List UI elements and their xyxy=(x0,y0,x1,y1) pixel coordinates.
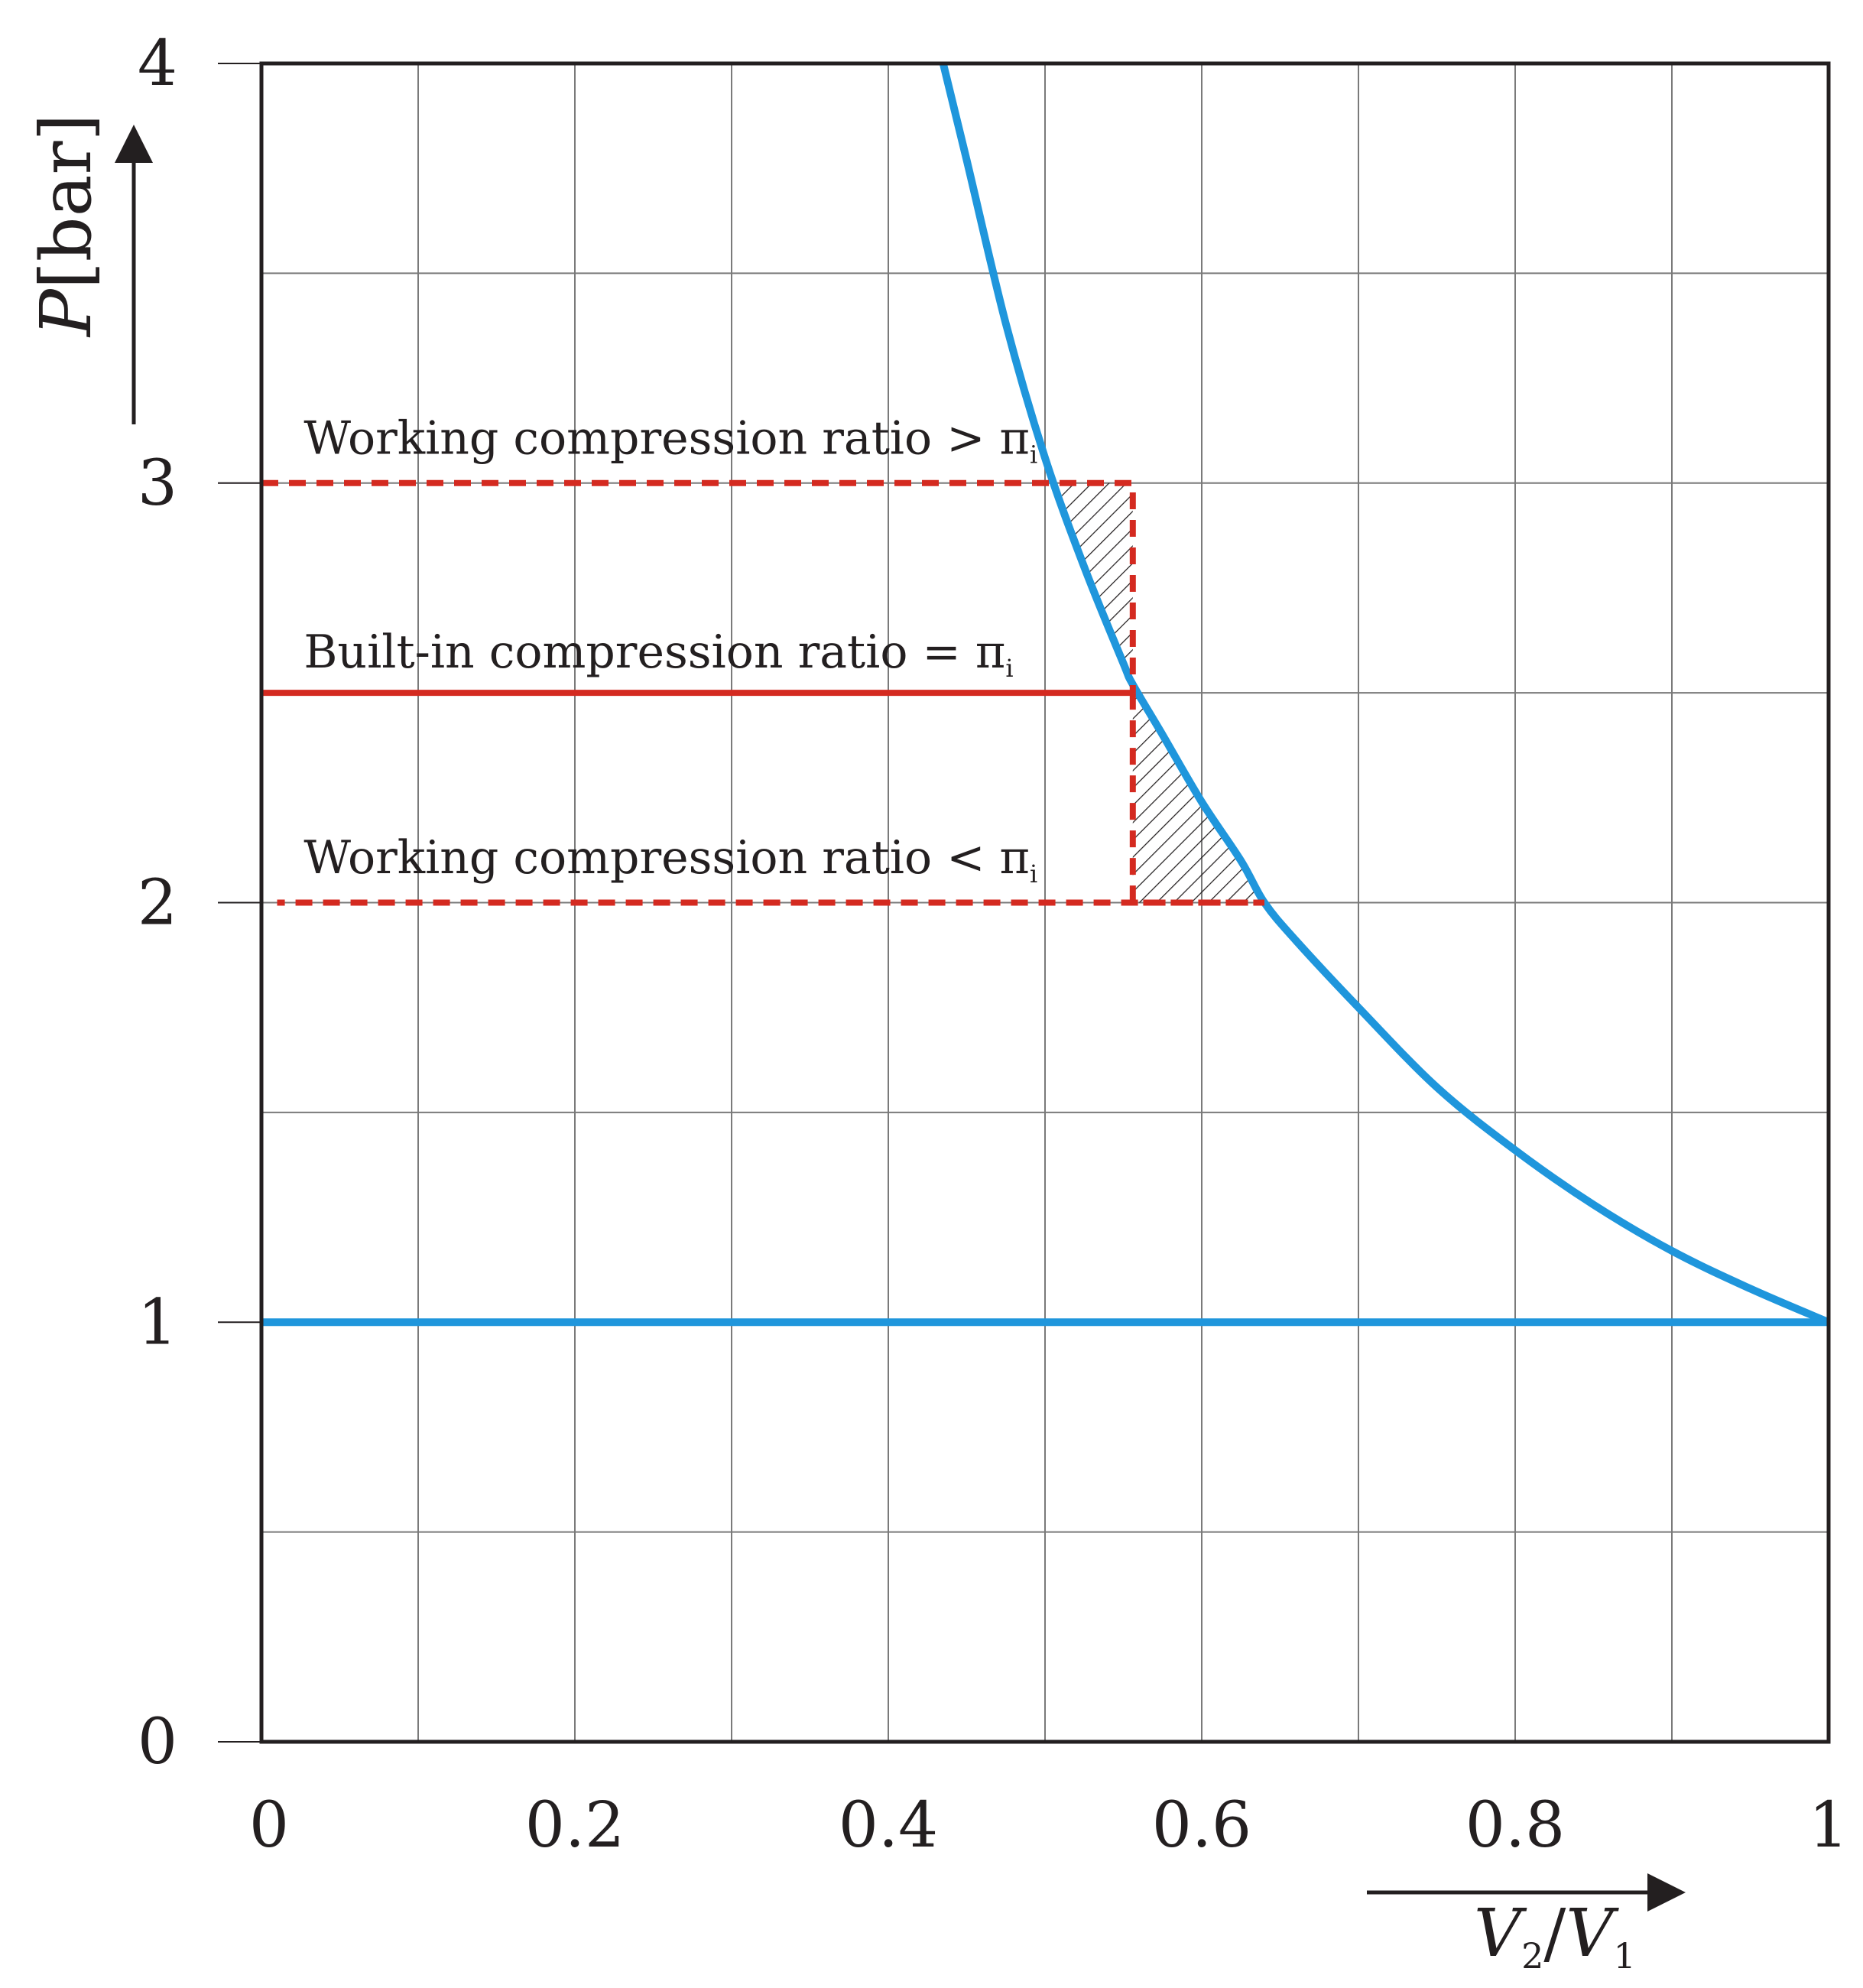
x-axis-title: V2/V1 xyxy=(1367,1873,1686,1977)
annotation-subscript: i xyxy=(1030,440,1037,469)
y-axis-var: P xyxy=(25,287,107,338)
x-axis-sub-2: 2 xyxy=(1521,1935,1543,1977)
x-axis-label: V2/V1 xyxy=(1474,1895,1636,1977)
plot-frame xyxy=(259,61,1831,1744)
annotation-text: Built-in compression ratio = π xyxy=(303,625,1005,679)
y-axis-label: P[bar] xyxy=(25,114,107,338)
y-tick-labels: 0 1 2 3 4 xyxy=(138,28,177,1778)
x-axis-v1: V xyxy=(1566,1895,1619,1972)
compression-curve-line xyxy=(939,62,1830,1326)
x-tick-label: 0.6 xyxy=(1152,1789,1251,1862)
plot-border xyxy=(259,61,1831,1744)
annotation-under: Working compression ratio < πi xyxy=(303,831,1037,888)
x-tick-label: 0.2 xyxy=(525,1789,625,1862)
y-tick-label: 3 xyxy=(138,447,177,520)
annotation-subscript: i xyxy=(1030,859,1037,888)
y-tick-label: 2 xyxy=(138,867,177,940)
x-tick-labels: 0 0.2 0.4 0.6 0.8 1 xyxy=(249,1789,1848,1862)
x-axis-slash: / xyxy=(1543,1895,1566,1972)
y-tick-label: 0 xyxy=(138,1706,177,1778)
y-axis-title: P[bar] xyxy=(25,114,153,424)
x-tick-label: 0 xyxy=(249,1789,289,1862)
over-compression-line xyxy=(261,479,1136,694)
y-tick-label: 4 xyxy=(138,28,177,100)
y-axis-unit: [bar] xyxy=(25,114,107,290)
x-tick-label: 0.4 xyxy=(839,1789,938,1862)
annotation-over: Working compression ratio > πi xyxy=(303,411,1037,469)
series-lines xyxy=(261,62,1830,1327)
under-compression-line xyxy=(277,693,1264,906)
annotation-text: Working compression ratio < π xyxy=(303,831,1030,885)
x-tick-label: 0.8 xyxy=(1465,1789,1565,1862)
annotation-subscript: i xyxy=(1005,654,1013,683)
x-axis-sub-1: 1 xyxy=(1613,1935,1635,1977)
annotation-builtin: Built-in compression ratio = πi xyxy=(303,625,1013,683)
annotation-text: Working compression ratio > π xyxy=(303,411,1030,465)
y-tick-label: 1 xyxy=(138,1286,177,1359)
x-tick-label: 1 xyxy=(1809,1789,1848,1862)
x-axis-v2: V xyxy=(1474,1895,1527,1972)
